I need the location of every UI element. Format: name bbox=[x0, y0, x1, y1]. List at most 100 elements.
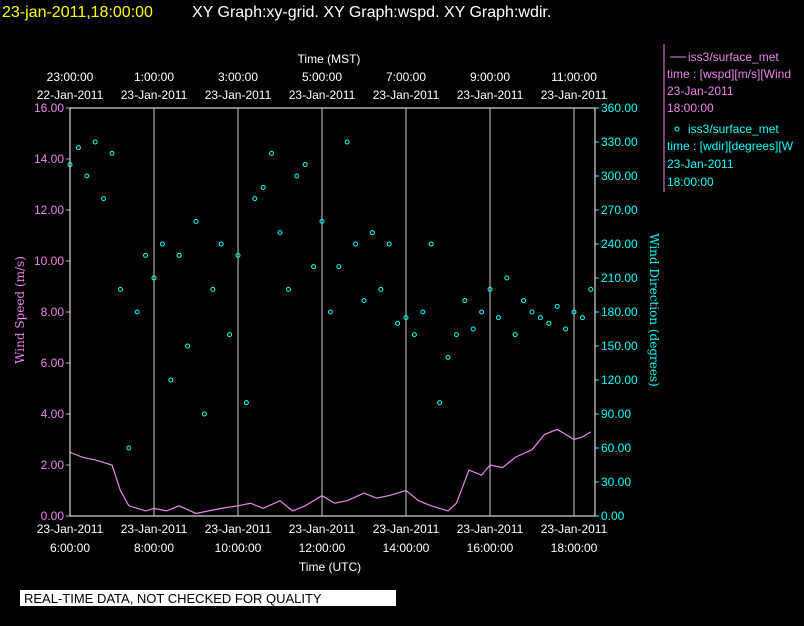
legend-wdir-date: 23-Jan-2011 bbox=[667, 157, 734, 171]
legend-wdir-var: time : [wdir][degrees][W bbox=[667, 139, 794, 153]
wdir-point bbox=[386, 241, 392, 247]
top-tick-date: 23-Jan-2011 bbox=[205, 88, 272, 102]
wdir-point bbox=[109, 150, 115, 156]
legend: iss3/surface_met time : [wspd][m/s][Wind… bbox=[663, 44, 794, 192]
right-tick-label: 90.00 bbox=[601, 407, 631, 421]
wdir-point bbox=[117, 286, 123, 292]
left-tick-label: 14.00 bbox=[34, 152, 64, 166]
right-tick-label: 180.00 bbox=[601, 305, 638, 319]
top-tick-time: 23:00:00 bbox=[47, 70, 94, 84]
wdir-point bbox=[344, 139, 350, 145]
wdir-point bbox=[487, 286, 493, 292]
wdir-series bbox=[67, 139, 594, 451]
right-tick-label: 270.00 bbox=[601, 203, 638, 217]
top-tick-date: 22-Jan-2011 bbox=[37, 88, 104, 102]
footer-note-box bbox=[20, 590, 396, 606]
bottom-tick-date: 23-Jan-2011 bbox=[121, 522, 188, 536]
wdir-point bbox=[143, 252, 149, 258]
wdir-point bbox=[277, 230, 283, 236]
left-tick-label: 2.00 bbox=[41, 458, 65, 472]
wdir-point bbox=[470, 326, 476, 332]
wdir-point bbox=[243, 400, 249, 406]
right-tick-label: 0.00 bbox=[601, 509, 625, 523]
right-tick-label: 300.00 bbox=[601, 169, 638, 183]
wdir-point bbox=[445, 354, 451, 360]
right-tick-label: 330.00 bbox=[601, 135, 638, 149]
footer-note: REAL-TIME DATA, NOT CHECKED FOR QUALITY bbox=[24, 591, 322, 606]
wdir-point bbox=[529, 309, 535, 315]
wdir-point bbox=[134, 309, 140, 315]
legend-wspd-station: iss3/surface_met bbox=[688, 50, 779, 64]
right-tick-label: 60.00 bbox=[601, 441, 631, 455]
bottom-tick-time: 12:00:00 bbox=[299, 541, 346, 555]
wdir-point bbox=[176, 252, 182, 258]
wdir-point bbox=[327, 309, 333, 315]
wdir-point bbox=[378, 286, 384, 292]
wdir-point bbox=[235, 252, 241, 258]
left-tick-label: 12.00 bbox=[34, 203, 64, 217]
wdir-point bbox=[495, 315, 501, 321]
legend-wdir-station: iss3/surface_met bbox=[688, 122, 779, 136]
bottom-tick-date: 23-Jan-2011 bbox=[457, 522, 524, 536]
top-tick-time: 9:00:00 bbox=[470, 70, 510, 84]
top-tick-time: 7:00:00 bbox=[386, 70, 426, 84]
bottom-tick-time: 18:00:00 bbox=[551, 541, 598, 555]
wdir-point bbox=[193, 218, 199, 224]
top-tick-date: 23-Jan-2011 bbox=[289, 88, 356, 102]
wdir-point bbox=[75, 145, 81, 151]
wdir-point bbox=[554, 303, 560, 309]
bottom-tick-date: 23-Jan-2011 bbox=[373, 522, 440, 536]
bottom-tick-date: 23-Jan-2011 bbox=[541, 522, 608, 536]
wspd-line bbox=[69, 428, 592, 515]
wdir-point bbox=[579, 315, 585, 321]
wdir-point bbox=[311, 264, 317, 270]
wdir-point bbox=[479, 309, 485, 315]
wdir-point bbox=[285, 286, 291, 292]
wdir-point bbox=[101, 196, 107, 202]
header-graph-names: XY Graph:xy-grid. XY Graph:wspd. XY Grap… bbox=[192, 4, 551, 21]
right-tick-label: 240.00 bbox=[601, 237, 638, 251]
wdir-point bbox=[512, 332, 518, 338]
right-tick-label: 210.00 bbox=[601, 271, 638, 285]
wdir-point bbox=[260, 184, 266, 190]
left-tick-label: 10.00 bbox=[34, 254, 64, 268]
wdir-point bbox=[521, 298, 527, 304]
wdir-point bbox=[168, 377, 174, 383]
wdir-point bbox=[159, 241, 165, 247]
wdir-point bbox=[126, 445, 132, 451]
wdir-point bbox=[92, 139, 98, 145]
right-tick-label: 150.00 bbox=[601, 339, 638, 353]
wdir-point bbox=[185, 343, 191, 349]
legend-wspd-time: 18:00:00 bbox=[667, 101, 714, 115]
wdir-point bbox=[420, 309, 426, 315]
wdir-point bbox=[302, 162, 308, 168]
wdir-point bbox=[369, 230, 375, 236]
wdir-point bbox=[353, 241, 359, 247]
top-tick-date: 23-Jan-2011 bbox=[541, 88, 608, 102]
wdir-point bbox=[336, 264, 342, 270]
legend-wdir-time: 18:00:00 bbox=[667, 175, 714, 189]
legend-swatch-wdir bbox=[674, 126, 680, 132]
bottom-tick-date: 23-Jan-2011 bbox=[37, 522, 104, 536]
wdir-point bbox=[571, 309, 577, 315]
wdir-point bbox=[546, 320, 552, 326]
wdir-point bbox=[588, 286, 594, 292]
wdir-point bbox=[437, 400, 443, 406]
wdir-point bbox=[563, 326, 569, 332]
left-tick-label: 6.00 bbox=[41, 356, 65, 370]
right-tick-label: 360.00 bbox=[601, 101, 638, 115]
left-tick-label: 16.00 bbox=[34, 101, 64, 115]
right-axis-title: Wind Direction (degrees) bbox=[647, 233, 661, 387]
wdir-point bbox=[504, 275, 510, 281]
wdir-point bbox=[411, 332, 417, 338]
wdir-point bbox=[319, 218, 325, 224]
wdir-point bbox=[403, 315, 409, 321]
wdir-point bbox=[151, 275, 157, 281]
header-timestamp: 23-jan-2011,18:00:00 bbox=[2, 4, 153, 21]
wdir-point bbox=[428, 241, 434, 247]
legend-wspd-date: 23-Jan-2011 bbox=[667, 84, 734, 98]
wdir-point bbox=[227, 332, 233, 338]
bottom-tick-time: 14:00:00 bbox=[383, 541, 430, 555]
right-tick-label: 120.00 bbox=[601, 373, 638, 387]
